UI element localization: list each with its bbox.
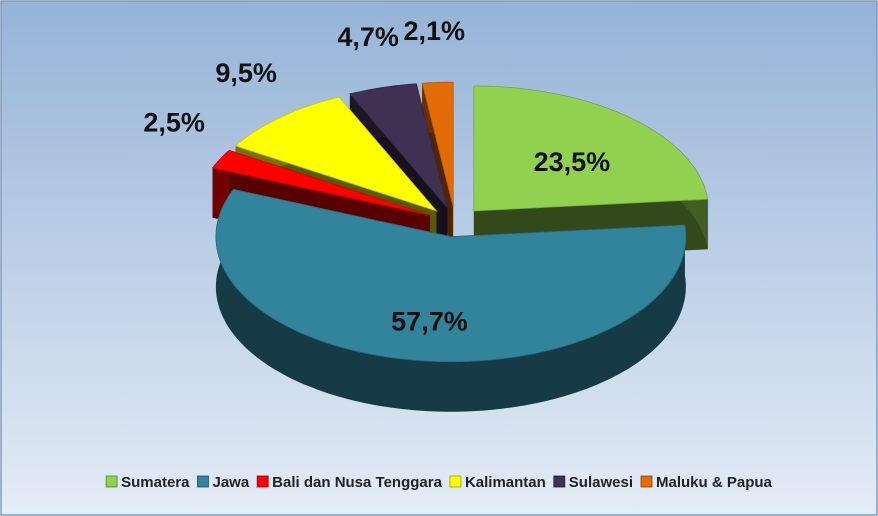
- legend-label: Maluku & Papua: [656, 474, 773, 491]
- legend-label: Bali dan Nusa Tenggara: [272, 474, 442, 491]
- data-label: 4,7%: [337, 22, 399, 52]
- data-label: 57,7%: [391, 307, 468, 337]
- legend-label: Sulawesi: [569, 474, 633, 491]
- slice-top: [421, 81, 454, 208]
- legend-swatch: [197, 475, 209, 488]
- slice-side: [215, 189, 686, 412]
- legend-swatch: [105, 475, 118, 488]
- legend-swatch: [553, 475, 566, 488]
- data-label: 9,5%: [215, 58, 277, 88]
- legend-swatch: [256, 475, 269, 488]
- legend: Sumatera Jawa Bali dan Nusa Tenggara Kalima…: [105, 474, 773, 491]
- slice-top: [349, 83, 448, 208]
- legend-swatch: [640, 475, 653, 488]
- data-label: 2,5%: [143, 108, 205, 138]
- legend-swatch: [449, 475, 462, 488]
- legend-label: Jawa: [212, 474, 249, 491]
- data-label: 2,1%: [403, 16, 465, 46]
- slice-top: [473, 85, 709, 212]
- legend-label: Sumatera: [121, 474, 190, 491]
- legend-label: Kalimantan: [465, 474, 546, 491]
- slice: [215, 188, 687, 412]
- slice-top: [211, 149, 431, 216]
- slice-top: [234, 96, 438, 212]
- data-label: 23,5%: [534, 147, 611, 177]
- slice-top: [215, 188, 687, 363]
